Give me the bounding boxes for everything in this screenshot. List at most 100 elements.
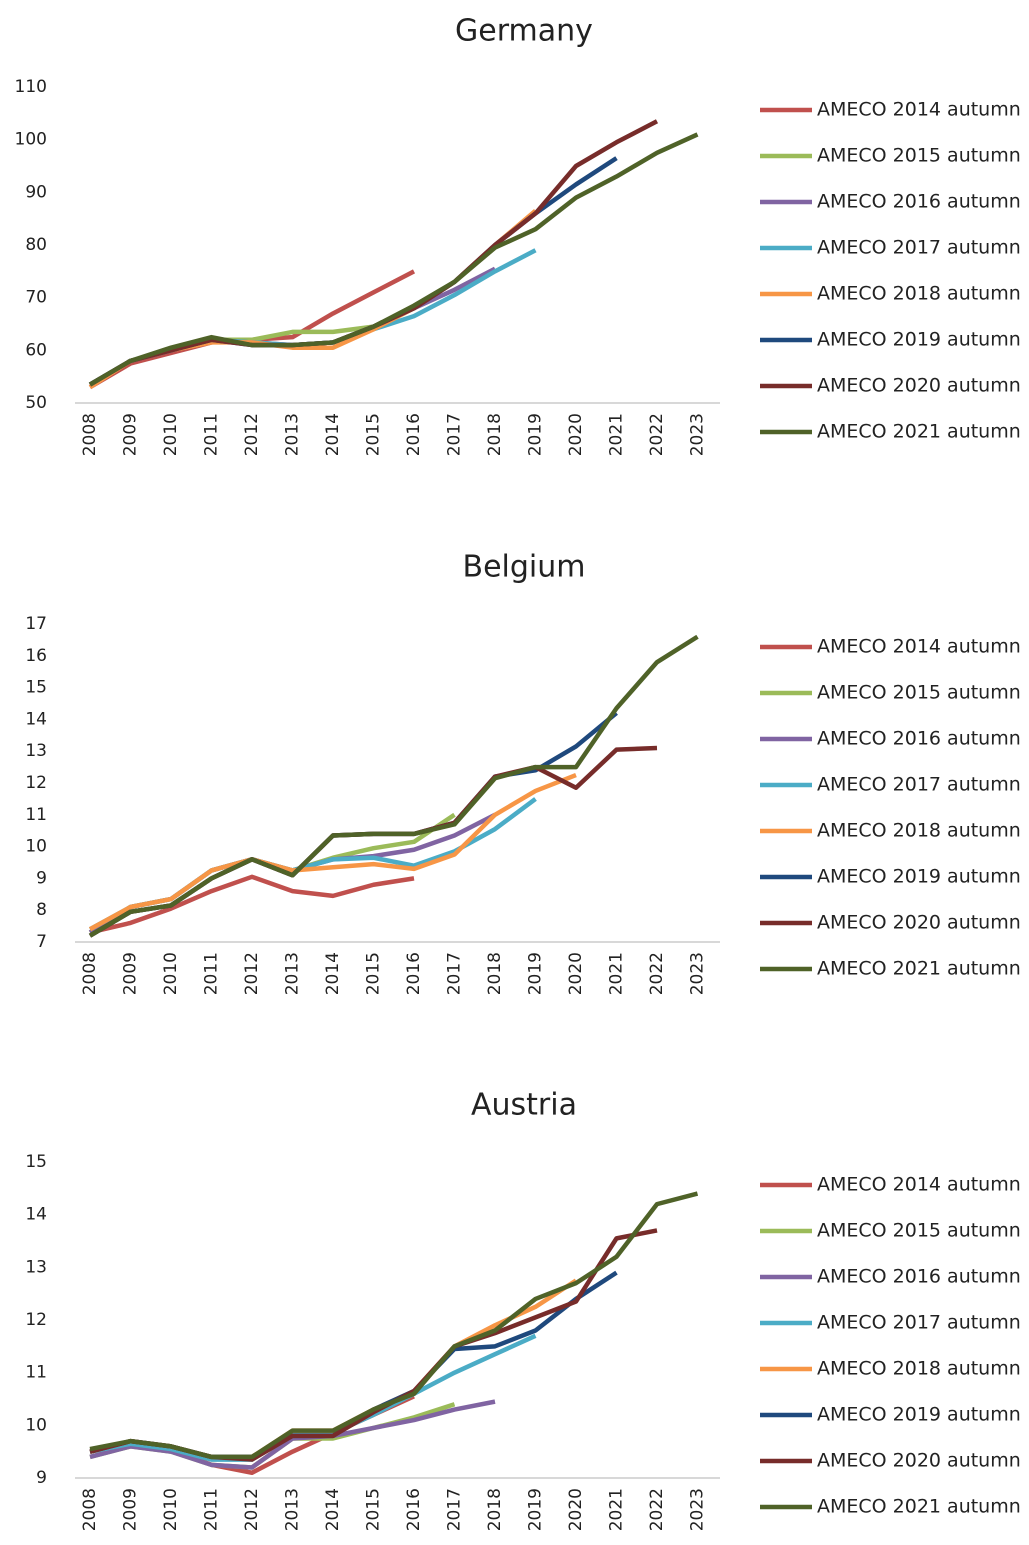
series-line [88,266,497,387]
series-line [88,772,577,932]
x-tick-label: 2013 [283,952,303,995]
legend-label: AMECO 2021 autumn [817,958,1021,980]
x-tick-label: 2020 [566,1488,586,1531]
x-tick-label: 2023 [688,413,708,456]
legend-label: AMECO 2017 autumn [817,1312,1021,1334]
legend-label: AMECO 2021 autumn [817,1496,1021,1518]
y-tick-label: 16 [25,646,47,666]
x-tick-label: 2016 [404,413,424,456]
y-tick-label: 80 [25,235,47,255]
legend-label: AMECO 2019 autumn [817,866,1021,888]
x-tick-label: 2013 [283,413,303,456]
legend-label: AMECO 2018 autumn [817,1358,1021,1380]
x-tick-label: 2010 [161,1488,181,1531]
x-tick-label: 2015 [364,1488,384,1531]
legend-label: AMECO 2019 autumn [817,1404,1021,1426]
legend-label: AMECO 2020 autumn [817,912,1021,934]
x-tick-label: 2015 [364,413,384,456]
y-tick-label: 13 [25,741,47,761]
legend-label: AMECO 2015 autumn [817,1220,1021,1242]
x-tick-label: 2019 [526,413,546,456]
x-tick-label: 2016 [404,952,424,995]
x-tick-label: 2014 [323,952,343,995]
legend-label: AMECO 2019 autumn [817,329,1021,351]
y-tick-label: 7 [36,932,47,952]
x-tick-label: 2016 [404,1488,424,1531]
x-tick-label: 2008 [80,413,100,456]
y-tick-label: 90 [25,182,47,202]
y-tick-label: 110 [15,77,47,97]
legend-label: AMECO 2014 autumn [817,99,1021,121]
x-tick-label: 2022 [647,952,667,995]
x-tick-label: 2017 [445,413,465,456]
x-tick-label: 2015 [364,952,384,995]
x-tick-label: 2011 [202,952,222,995]
x-tick-label: 2012 [242,413,262,456]
series-line [89,874,415,935]
chart-title: Germany [455,14,593,49]
series-line [88,634,699,938]
legend-label: AMECO 2017 autumn [817,774,1021,796]
x-tick-label: 2009 [121,1488,141,1531]
y-tick-label: 15 [25,1152,47,1172]
series-line [88,209,537,390]
x-tick-label: 2019 [526,952,546,995]
legend-label: AMECO 2015 autumn [817,145,1021,167]
y-tick-label: 15 [25,678,47,698]
x-tick-label: 2020 [566,952,586,995]
legend-label: AMECO 2018 autumn [817,820,1021,842]
y-tick-label: 14 [25,1205,47,1225]
series-line [89,1402,456,1470]
legend-label: AMECO 2016 autumn [817,728,1021,750]
x-tick-label: 2013 [283,1488,303,1531]
x-tick-label: 2020 [566,413,586,456]
series-line [89,1333,537,1462]
x-tick-label: 2019 [526,1488,546,1531]
y-tick-label: 100 [15,130,47,150]
x-tick-label: 2021 [607,413,627,456]
legend-label: AMECO 2014 autumn [817,1174,1021,1196]
series-line [89,1228,658,1462]
series-line [88,279,456,387]
y-tick-label: 70 [25,288,47,308]
legend-label: AMECO 2014 autumn [817,636,1021,658]
x-tick-label: 2018 [485,413,505,456]
legend-label: AMECO 2015 autumn [817,682,1021,704]
legend-label: AMECO 2016 autumn [817,1266,1021,1288]
y-tick-label: 8 [36,900,47,920]
y-tick-label: 14 [25,709,47,729]
y-tick-label: 11 [25,1363,47,1383]
x-tick-label: 2009 [121,413,141,456]
chart-title: Belgium [463,550,586,585]
y-tick-label: 9 [36,868,47,888]
series-line [88,132,699,387]
x-tick-label: 2012 [242,1488,262,1531]
x-tick-label: 2021 [607,1488,627,1531]
y-tick-label: 10 [25,837,47,857]
x-tick-label: 2017 [445,1488,465,1531]
legend-label: AMECO 2018 autumn [817,283,1021,305]
legend-label: AMECO 2020 autumn [817,1450,1021,1472]
chart-title: Austria [471,1088,577,1123]
x-tick-label: 2018 [485,1488,505,1531]
y-tick-label: 11 [25,805,47,825]
x-tick-label: 2012 [242,952,262,995]
series-line [89,1191,699,1460]
x-tick-label: 2022 [647,413,667,456]
y-tick-label: 10 [25,1415,47,1435]
x-tick-label: 2011 [202,413,222,456]
x-tick-label: 2014 [323,413,343,456]
legend-label: AMECO 2021 autumn [817,421,1021,443]
x-tick-label: 2014 [323,1488,343,1531]
legend-label: AMECO 2020 autumn [817,375,1021,397]
x-tick-label: 2008 [80,952,100,995]
x-tick-label: 2021 [607,952,627,995]
y-tick-label: 9 [36,1468,47,1488]
x-tick-label: 2023 [688,1488,708,1531]
x-tick-label: 2022 [647,1488,667,1531]
series-line [88,711,618,938]
y-tick-label: 17 [25,614,47,634]
x-tick-label: 2023 [688,952,708,995]
x-tick-label: 2009 [121,952,141,995]
